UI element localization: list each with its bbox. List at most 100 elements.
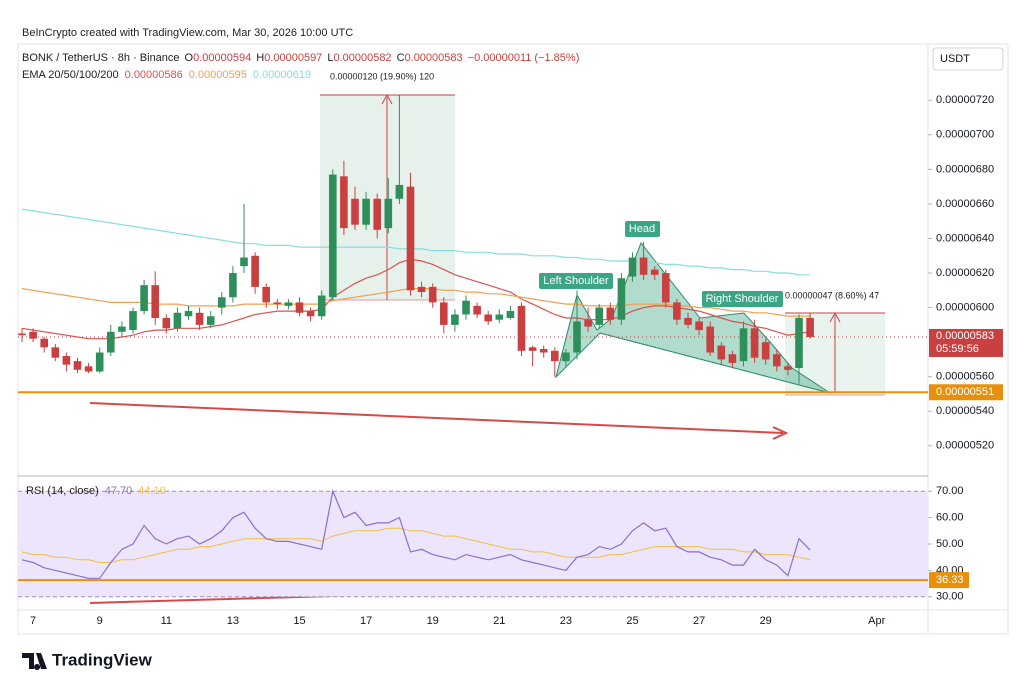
ema-legend: EMA 20/50/100/200 0.00000586 0.00000595 0.0…: [22, 69, 311, 81]
rsi-legend: RSI (14, close) 47.70 44.10: [26, 485, 166, 497]
x-tick-label: 11: [161, 615, 172, 627]
y-tick-label: 0.00000600: [936, 302, 994, 314]
candle-body: [306, 311, 315, 317]
price-tag-label: 0.00000583: [936, 330, 994, 342]
symbol-legend: BONK / TetherUS · 8h · Binance O0.0000059…: [22, 52, 579, 64]
candle-body: [262, 286, 270, 303]
pattern-label: Head: [629, 223, 655, 235]
ema-value: 0.00000595: [189, 69, 247, 81]
x-tick-label: 29: [760, 615, 772, 627]
candle-body: [151, 285, 159, 318]
frame: [17, 43, 1009, 635]
x-tick-label: 9: [97, 615, 103, 627]
ema-value: 0.00000619: [253, 69, 311, 81]
candle-body: [695, 321, 703, 331]
pattern-tag: [702, 291, 783, 307]
candle-body: [462, 300, 470, 315]
rsi-tick-label: 60.00: [936, 512, 964, 524]
candle-body: [162, 317, 171, 329]
pattern-tag: [539, 273, 613, 289]
rsi-tick-label: 30.00: [936, 591, 964, 603]
candle-body: [528, 347, 537, 351]
ohlc-key: L: [327, 52, 333, 64]
y-tick-label: 0.00000540: [936, 405, 994, 417]
rsi-tick-label: 50.00: [936, 538, 964, 550]
candle-body: [440, 302, 448, 325]
arrowhead: [772, 426, 789, 440]
x-tick-label: 21: [493, 615, 505, 627]
candle-body: [229, 273, 237, 298]
candle-body: [373, 198, 381, 230]
candle-body: [617, 278, 626, 320]
candle-body: [451, 314, 459, 325]
x-tick-label: 23: [560, 615, 572, 627]
candle-body: [595, 307, 603, 325]
candle-body: [51, 347, 60, 358]
candle-body: [517, 305, 526, 351]
candle-body: [317, 295, 326, 317]
candle-body: [773, 354, 781, 367]
x-tick-label: Apr: [868, 615, 885, 627]
ema-value: 0.00000586: [125, 69, 183, 81]
x-tick-label: 25: [626, 615, 638, 627]
candle-body: [761, 342, 770, 360]
rsi-value: 47.70: [105, 485, 133, 497]
symbol: BONK / TetherUS · 8h · Binance: [22, 52, 180, 64]
x-tick-label: 27: [693, 615, 705, 627]
candle-body: [384, 198, 393, 229]
change: −0.00000011 (−1.85%): [468, 52, 580, 64]
price-tag: [929, 328, 1003, 357]
ohlc-key: O: [185, 52, 194, 64]
y-tick-label: 0.00000660: [936, 198, 994, 210]
candle-body: [473, 305, 481, 315]
y-tick-label: 0.00000680: [936, 163, 994, 175]
candle-body: [107, 331, 115, 353]
candle-body: [206, 316, 215, 325]
candle-body: [295, 302, 304, 313]
y-tick-label: 0.00000520: [936, 440, 994, 452]
candle-body: [406, 186, 415, 291]
candle-body: [728, 354, 737, 363]
candle-body: [573, 321, 581, 353]
candle-body: [240, 257, 248, 267]
candle-body: [650, 269, 659, 275]
candle-body: [539, 349, 548, 353]
support-tag: [929, 384, 1003, 401]
pattern-tag: [625, 221, 660, 237]
candle-body: [73, 361, 82, 370]
rsi-ma-value: 44.10: [138, 485, 166, 497]
candle-body: [140, 285, 148, 312]
countdown: 05:59:56: [936, 343, 979, 355]
y-tick-label: 0.00000620: [936, 267, 994, 279]
candle-body: [417, 286, 426, 293]
measure-label: 0.00000047 (8.60%) 47: [785, 290, 879, 300]
y-tick-label: 0.00000700: [936, 129, 994, 141]
candle-body: [395, 184, 404, 199]
candle-body: [684, 317, 692, 325]
pattern-label: Left Shoulder: [543, 275, 609, 287]
candle-body: [484, 314, 492, 322]
candle-body: [329, 174, 337, 298]
candle-body: [18, 333, 26, 336]
measure-arrowhead: [381, 93, 393, 105]
attribution: BeInCrypto created with TradingView.com,…: [22, 27, 353, 39]
candle-body: [628, 257, 637, 277]
currency-button[interactable]: [932, 47, 1004, 71]
candle-body: [62, 355, 71, 365]
candle-body: [606, 307, 615, 320]
x-tick-label: 19: [427, 615, 439, 627]
ohlc-value: 0.00000594: [193, 52, 251, 64]
candle-body: [195, 312, 204, 325]
candle-body: [284, 302, 293, 306]
ohlc-value: 0.00000583: [405, 52, 463, 64]
pattern-shape: [555, 242, 831, 394]
pattern-label: Right Shoulder: [706, 293, 779, 305]
ohlc-value: 0.00000582: [333, 52, 391, 64]
candle-body: [84, 366, 93, 372]
logo: TradingView: [22, 650, 153, 670]
y-tick-label: 0.00000720: [936, 94, 994, 106]
ema-line: [21, 208, 811, 276]
candle-body: [784, 366, 792, 370]
candle-body: [340, 176, 348, 229]
measure-arrowhead: [829, 311, 841, 323]
